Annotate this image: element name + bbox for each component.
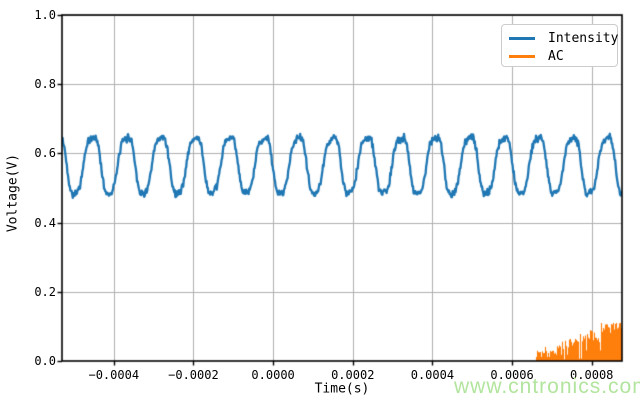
x-tick-label: 0.0000: [251, 368, 295, 382]
y-tick-label: 0.0: [34, 354, 56, 368]
x-tick-label: −0.0002: [168, 368, 219, 382]
legend-item-intensity: Intensity: [509, 29, 619, 47]
x-tick-label: 0.0004: [410, 368, 455, 382]
y-tick-label: 0.4: [34, 215, 56, 230]
legend-label-intensity: Intensity: [548, 30, 619, 46]
y-tick-label: 0.8: [34, 77, 56, 92]
y-tick-label: 0.2: [34, 284, 56, 299]
legend-label-ac: AC: [548, 48, 564, 64]
ac-line-sample-icon: [509, 54, 535, 58]
legend: Intensity AC: [501, 24, 618, 67]
legend-item-ac: AC: [509, 47, 617, 65]
intensity-line-sample-icon: [509, 36, 535, 40]
y-tick-label: 0.6: [34, 146, 56, 161]
x-tick-label: 0.0002: [331, 368, 375, 382]
y-tick-label: 1.0: [34, 8, 56, 22]
x-tick-label: −0.0004: [88, 368, 140, 382]
x-tick-label: 0.0006: [490, 368, 534, 382]
x-tick-label: 0.0008: [570, 368, 614, 382]
x-axis-label: Time(s): [314, 381, 370, 397]
watermark: www.cntronics.com: [454, 375, 640, 398]
